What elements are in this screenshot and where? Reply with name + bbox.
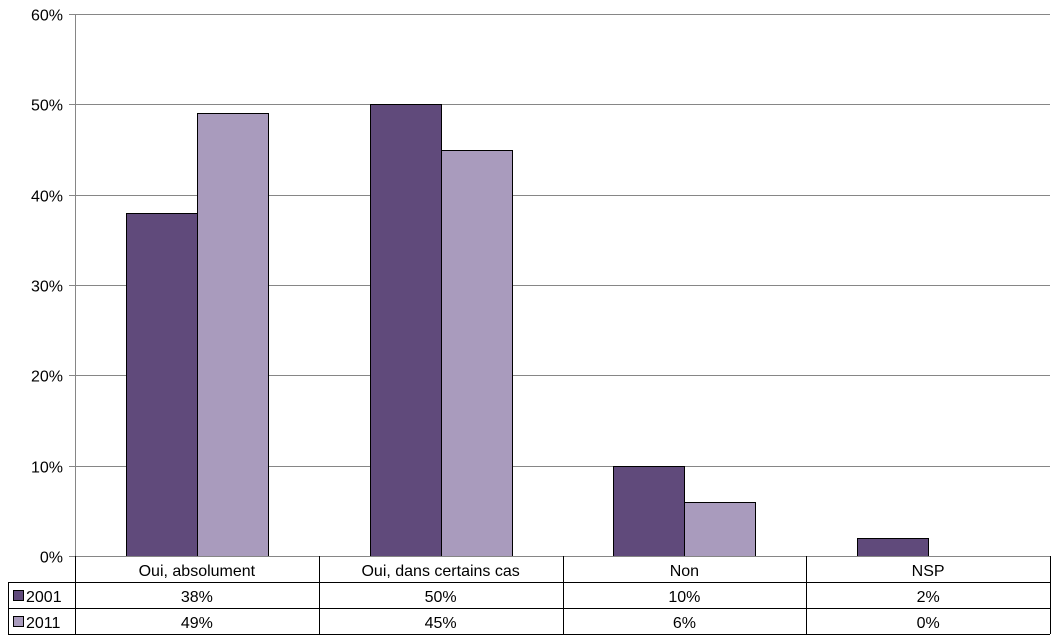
y-tick-label: 50% xyxy=(31,98,63,115)
y-tick-label: 0% xyxy=(40,550,63,567)
data-label: 0% xyxy=(917,615,940,632)
y-tick-label: 60% xyxy=(31,8,63,25)
data-label: 10% xyxy=(668,589,700,606)
data-label: 45% xyxy=(425,615,457,632)
bar-2001-3 xyxy=(857,538,929,557)
y-tick-label: 30% xyxy=(31,279,63,296)
data-label: 49% xyxy=(181,615,213,632)
bars xyxy=(126,104,929,557)
bar-2011-2 xyxy=(684,502,756,557)
legend-key-2011 xyxy=(13,616,24,627)
y-axis-tick-labels: 0% 10% 20% 30% 40% 50% 60% xyxy=(31,8,63,567)
data-label: 2% xyxy=(917,589,940,606)
data-label: 6% xyxy=(673,615,696,632)
category-label: Oui, absolument xyxy=(139,563,256,580)
category-label: Oui, dans certains cas xyxy=(361,563,519,580)
data-table: Oui, absolument Oui, dans certains cas Non… xyxy=(8,556,1051,635)
category-label: Non xyxy=(670,563,699,580)
y-tick-label: 20% xyxy=(31,369,63,386)
data-label: 38% xyxy=(181,589,213,606)
bar-2011-1 xyxy=(441,150,513,557)
category-label: NSP xyxy=(912,563,945,580)
y-tick-label: 40% xyxy=(31,189,63,206)
series-name: 2011 xyxy=(26,615,61,632)
y-tick-label: 10% xyxy=(31,460,63,477)
bar-2011-0 xyxy=(197,113,269,557)
bar-2001-1 xyxy=(370,104,442,557)
bar-2001-2 xyxy=(613,466,685,557)
bar-2001-0 xyxy=(126,213,198,557)
series-name: 2001 xyxy=(26,589,62,606)
legend-key-2001 xyxy=(13,590,24,601)
data-label: 50% xyxy=(425,589,457,606)
